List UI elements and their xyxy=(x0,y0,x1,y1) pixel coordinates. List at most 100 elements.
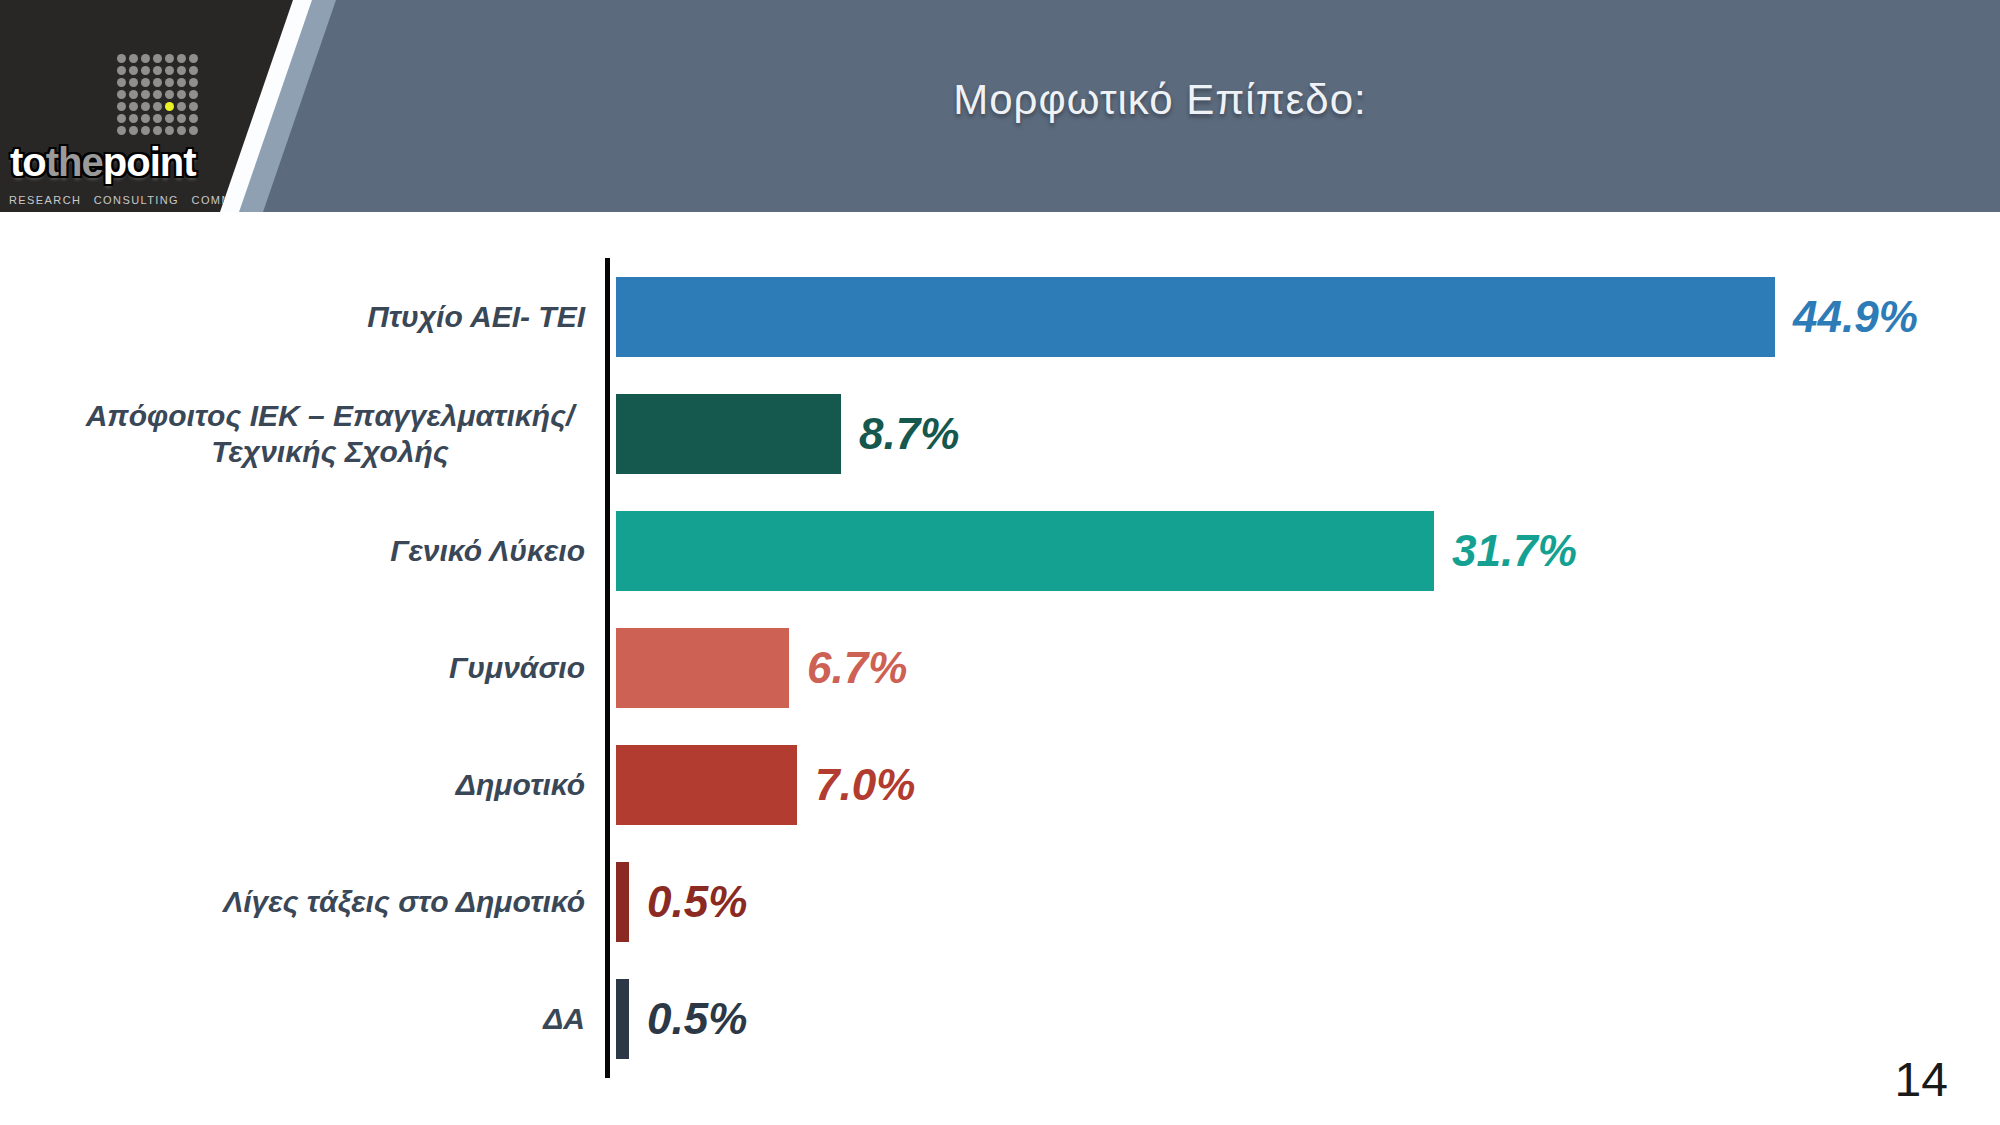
logo-dot xyxy=(153,66,162,75)
bar-value-label: 6.7% xyxy=(807,643,907,693)
category-label-column: Δημοτικό xyxy=(0,767,606,802)
bar xyxy=(616,745,797,825)
bar xyxy=(616,862,629,942)
logo-dot xyxy=(165,66,174,75)
logo-dot xyxy=(141,78,150,87)
category-label: ΔΑ xyxy=(543,1001,585,1036)
category-label: Γενικό Λύκειο xyxy=(390,533,585,568)
logo-dot xyxy=(177,90,186,99)
bar-value-label: 44.9% xyxy=(1793,292,1918,342)
category-label: Γυμνάσιο xyxy=(449,650,585,685)
logo-dot xyxy=(177,102,186,111)
bar-area: 31.7% xyxy=(616,511,1577,591)
chart-row: Δημοτικό 7.0% xyxy=(0,726,2000,843)
bar-value-label: 0.5% xyxy=(647,877,747,927)
category-label-column: Απόφοιτος ΙΕΚ – Επαγγελματικής/ Τεχνικής… xyxy=(0,398,606,469)
logo-dot xyxy=(165,90,174,99)
category-axis-line xyxy=(605,258,610,1078)
logo-dot xyxy=(129,114,138,123)
logo-word-the: the xyxy=(46,140,103,184)
logo-dot xyxy=(141,114,150,123)
logo-dot xyxy=(117,90,126,99)
logo-dot xyxy=(177,126,186,135)
bar-area: 7.0% xyxy=(616,745,915,825)
chart-row: Απόφοιτος ΙΕΚ – Επαγγελματικής/ Τεχνικής… xyxy=(0,375,2000,492)
category-label: Λίγες τάξεις στο Δημοτικό xyxy=(223,884,585,919)
logo-dot xyxy=(153,54,162,63)
logo-dot xyxy=(189,126,198,135)
chart-row: Πτυχίο ΑΕΙ- ΤΕΙ 44.9% xyxy=(0,258,2000,375)
logo-dot xyxy=(117,126,126,135)
horizontal-bar-chart: Πτυχίο ΑΕΙ- ΤΕΙ 44.9% Απόφοιτος ΙΕΚ – Επαγ… xyxy=(0,258,2000,1077)
bar xyxy=(616,979,629,1059)
logo-word-to: to xyxy=(10,140,46,184)
slide-title: Μορφωτικό Επίπεδο: xyxy=(320,76,2000,124)
presentation-slide: tothepoint RESEARCH CONSULTING COMMUNICA… xyxy=(0,0,2000,1125)
logo-dot xyxy=(141,54,150,63)
logo-dot xyxy=(129,66,138,75)
category-label: Απόφοιτος ΙΕΚ – Επαγγελματικής/ Τεχνικής… xyxy=(75,398,585,469)
logo-dot xyxy=(153,90,162,99)
logo-dot xyxy=(165,114,174,123)
chart-row: Λίγες τάξεις στο Δημοτικό 0.5% xyxy=(0,843,2000,960)
bar-area: 8.7% xyxy=(616,394,959,474)
logo-dot xyxy=(141,66,150,75)
chart-row: Γυμνάσιο 6.7% xyxy=(0,609,2000,726)
bar xyxy=(616,511,1434,591)
logo-dot xyxy=(189,66,198,75)
bar-value-label: 0.5% xyxy=(647,994,747,1044)
logo-dot xyxy=(177,114,186,123)
logo-dot xyxy=(129,54,138,63)
header-band: tothepoint RESEARCH CONSULTING COMMUNICA… xyxy=(0,0,2000,212)
logo-dot xyxy=(165,126,174,135)
logo-dot xyxy=(141,126,150,135)
bar-value-label: 8.7% xyxy=(859,409,959,459)
logo-dot xyxy=(189,54,198,63)
bar-value-label: 31.7% xyxy=(1452,526,1577,576)
bar xyxy=(616,277,1775,357)
bar xyxy=(616,628,789,708)
logo-dot-grid-icon xyxy=(117,54,198,135)
chart-rows: Πτυχίο ΑΕΙ- ΤΕΙ 44.9% Απόφοιτος ΙΕΚ – Επαγ… xyxy=(0,258,2000,1077)
logo-accent-dot xyxy=(165,102,174,111)
bar-area: 44.9% xyxy=(616,277,1918,357)
category-label-column: ΔΑ xyxy=(0,1001,606,1036)
logo-dot xyxy=(177,66,186,75)
bar-value-label: 7.0% xyxy=(815,760,915,810)
logo-dot xyxy=(117,102,126,111)
logo-dot xyxy=(189,78,198,87)
logo-dot xyxy=(129,90,138,99)
logo-dot xyxy=(141,90,150,99)
logo-dot xyxy=(153,126,162,135)
category-label: Δημοτικό xyxy=(456,767,585,802)
logo-dot xyxy=(129,102,138,111)
category-label-column: Πτυχίο ΑΕΙ- ΤΕΙ xyxy=(0,299,606,334)
bar-area: 6.7% xyxy=(616,628,907,708)
category-label-column: Λίγες τάξεις στο Δημοτικό xyxy=(0,884,606,919)
logo-dot xyxy=(141,102,150,111)
bar-area: 0.5% xyxy=(616,862,747,942)
category-label-column: Γυμνάσιο xyxy=(0,650,606,685)
logo-dot xyxy=(189,90,198,99)
logo-dot xyxy=(117,54,126,63)
logo-dot xyxy=(129,126,138,135)
chart-row: Γενικό Λύκειο 31.7% xyxy=(0,492,2000,609)
logo-dot xyxy=(189,114,198,123)
category-label: Πτυχίο ΑΕΙ- ΤΕΙ xyxy=(367,299,585,334)
logo-dot xyxy=(165,78,174,87)
logo-wordmark: tothepoint xyxy=(10,140,196,185)
logo-dot xyxy=(153,78,162,87)
logo-dot xyxy=(177,78,186,87)
logo-dot xyxy=(117,78,126,87)
category-label-column: Γενικό Λύκειο xyxy=(0,533,606,568)
page-number: 14 xyxy=(1895,1052,1948,1107)
bar-area: 0.5% xyxy=(616,979,747,1059)
bar xyxy=(616,394,841,474)
logo-dot xyxy=(117,114,126,123)
logo-dot xyxy=(153,102,162,111)
logo-dot xyxy=(153,114,162,123)
logo-dot xyxy=(189,102,198,111)
logo-dot xyxy=(117,66,126,75)
chart-row: ΔΑ 0.5% xyxy=(0,960,2000,1077)
logo-dot xyxy=(129,78,138,87)
